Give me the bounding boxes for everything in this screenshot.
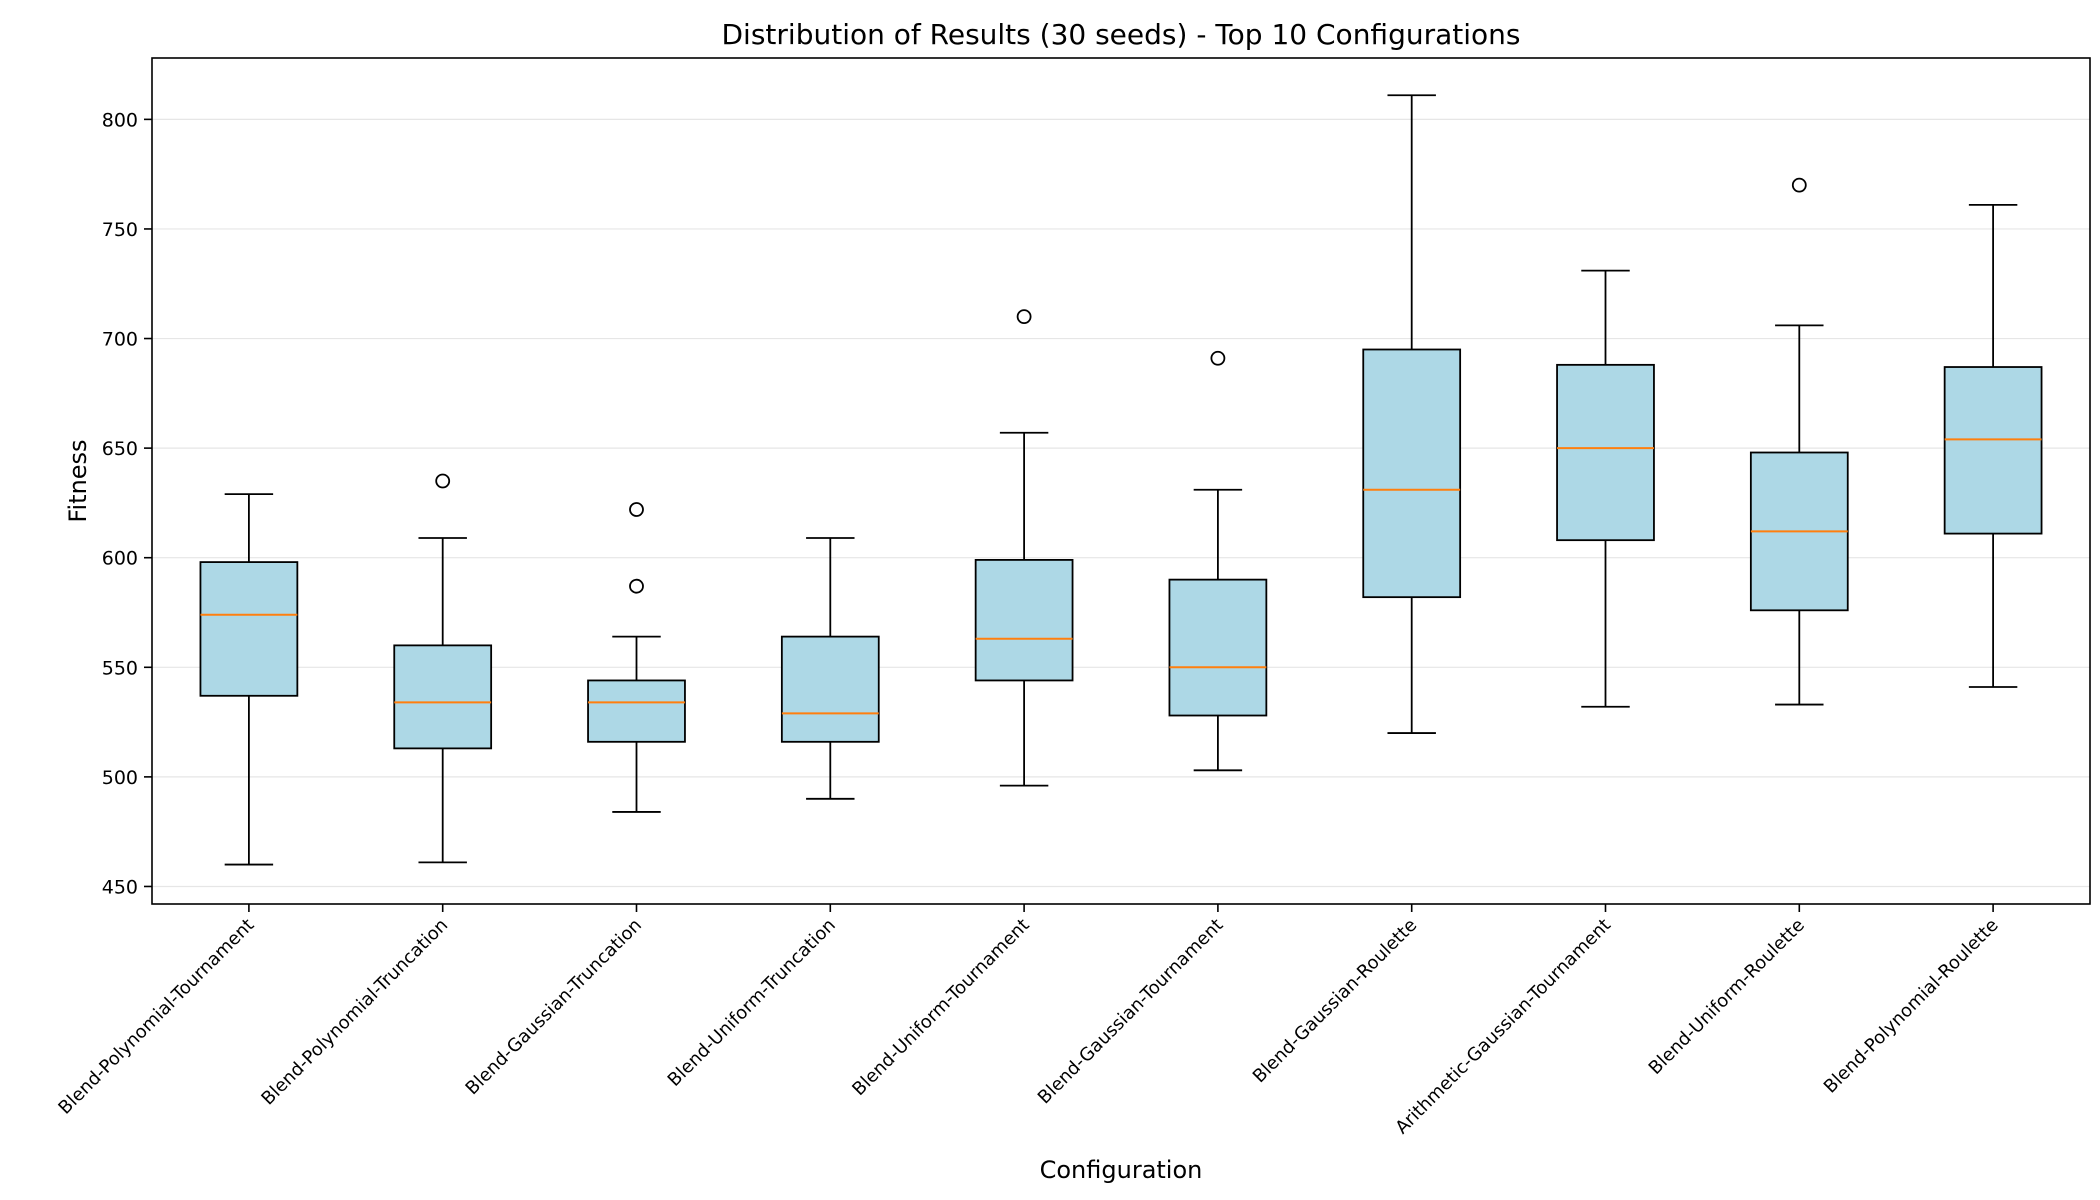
box-group (1168, 350, 1268, 772)
iqr-box (1362, 348, 1462, 599)
y-axis-label: Fitness (64, 439, 92, 522)
iqr-box (393, 644, 493, 750)
y-axis-ticks: 450 500 550 600 650 700 750 800 (102, 109, 152, 898)
plot-area-frame (151, 57, 2091, 905)
y-tick-label: 450 (102, 876, 138, 898)
box-group (1943, 203, 2043, 688)
outlier-point (1210, 350, 1226, 366)
iqr-box (199, 561, 299, 697)
box-group (780, 537, 880, 800)
outlier-point (1016, 309, 1032, 325)
box-group (1362, 94, 1462, 734)
iqr-box (780, 635, 880, 743)
boxes (199, 94, 2043, 866)
outlier-point (629, 502, 644, 517)
y-tick-label: 800 (102, 109, 138, 131)
box-group (587, 502, 686, 813)
x-axis-label: Configuration (1040, 1156, 1203, 1184)
chart-title: Distribution of Results (30 seeds) - Top… (722, 18, 1521, 51)
outlier-point (435, 473, 451, 489)
y-tick-label: 550 (102, 657, 138, 679)
outlier-point (1791, 177, 1807, 193)
iqr-box (974, 559, 1074, 682)
y-tick-label: 700 (102, 329, 138, 351)
box-group (1556, 269, 1655, 708)
box-group (1749, 177, 1849, 706)
iqr-box (1168, 578, 1268, 717)
y-tick-label: 500 (102, 767, 138, 789)
y-tick-label: 750 (102, 219, 138, 241)
box-group (199, 493, 299, 866)
y-tick-label: 650 (102, 438, 138, 460)
iqr-box (1556, 363, 1655, 542)
outlier-point (629, 578, 644, 594)
iqr-box (587, 679, 686, 743)
iqr-box (1943, 366, 2043, 535)
y-tick-label: 600 (102, 548, 138, 570)
box-group (974, 309, 1074, 787)
box-group (393, 473, 493, 864)
